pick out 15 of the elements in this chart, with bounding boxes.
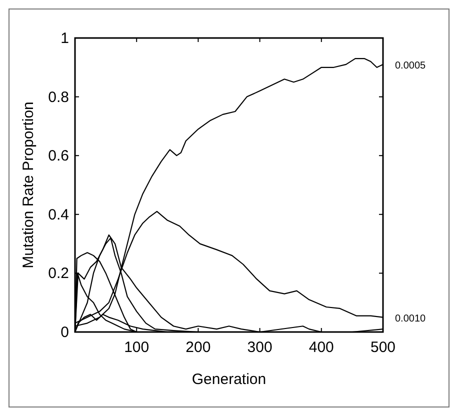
y-tick-label: 0 bbox=[60, 324, 69, 341]
y-tick-label: 0.2 bbox=[48, 265, 69, 282]
y-tick-label: 0.8 bbox=[48, 88, 69, 106]
y-axis-title: Mutation Rate Proportion bbox=[20, 102, 37, 268]
x-tick-label: 500 bbox=[370, 339, 396, 356]
series-label: 0.0010 bbox=[395, 313, 426, 324]
x-axis-title: Generation bbox=[192, 371, 266, 388]
x-tick-label: 300 bbox=[247, 339, 272, 356]
x-tick-label: 400 bbox=[308, 339, 334, 356]
y-tick-label: 0.6 bbox=[48, 148, 69, 165]
y-tick-label: 0.4 bbox=[48, 206, 69, 224]
series-label: 0.0005 bbox=[395, 60, 426, 72]
x-tick-label: 200 bbox=[186, 339, 211, 356]
x-tick-label: 100 bbox=[124, 339, 150, 356]
y-tick-label: 1 bbox=[60, 30, 69, 47]
